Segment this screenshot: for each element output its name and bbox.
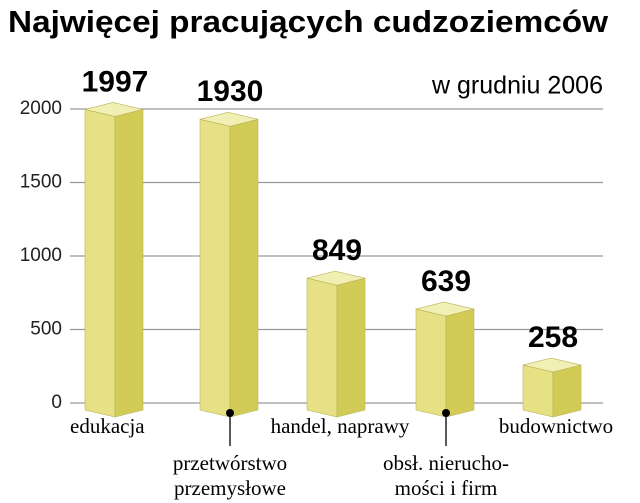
- bar-side: [445, 308, 475, 418]
- bar-front: [306, 277, 338, 418]
- bar-top: [84, 102, 144, 117]
- bar-top: [522, 357, 582, 373]
- y-tick-label: 500: [30, 319, 62, 340]
- bar-front: [199, 118, 231, 418]
- y-tick-label: 0: [51, 392, 62, 413]
- x-tick-label: edukacja: [70, 414, 145, 438]
- y-tick-label: 1000: [20, 245, 62, 266]
- x-tick-label: handel, naprawy: [271, 414, 410, 438]
- bar-side: [229, 118, 259, 418]
- x-tick-label: obsł. nierucho-: [383, 451, 509, 475]
- bar: [415, 301, 475, 418]
- bar: [306, 270, 366, 418]
- leader-dot: [442, 409, 450, 417]
- bar-top: [415, 301, 475, 317]
- leader-dot: [226, 409, 234, 417]
- value-label: 849: [312, 234, 362, 267]
- bar: [199, 111, 259, 418]
- chart-subtitle: w grudniu 2006: [431, 72, 603, 100]
- value-label: 258: [528, 321, 578, 354]
- value-label: 1930: [197, 75, 264, 108]
- bar-front: [84, 109, 116, 418]
- x-tick-label: mości i firm: [395, 476, 498, 500]
- bar-top: [306, 270, 366, 286]
- y-tick-label: 2000: [20, 98, 62, 119]
- x-tick-label: budownictwo: [499, 414, 613, 438]
- bar-front: [415, 308, 447, 418]
- bar-side: [336, 277, 366, 418]
- x-tick-label: przetwórstwo: [173, 451, 287, 475]
- y-tick-label: 1500: [20, 172, 62, 193]
- value-label: 1997: [82, 65, 149, 98]
- bar-top: [199, 111, 259, 127]
- bar: [522, 357, 582, 418]
- bar-side: [552, 364, 582, 418]
- x-tick-label: przemysłowe: [174, 476, 286, 500]
- bar: [84, 102, 144, 418]
- bar-front: [522, 364, 554, 418]
- chart-title: Najwięcej pracujących cudzoziemców: [8, 4, 609, 39]
- bar-side: [114, 109, 144, 418]
- value-label: 639: [421, 265, 471, 298]
